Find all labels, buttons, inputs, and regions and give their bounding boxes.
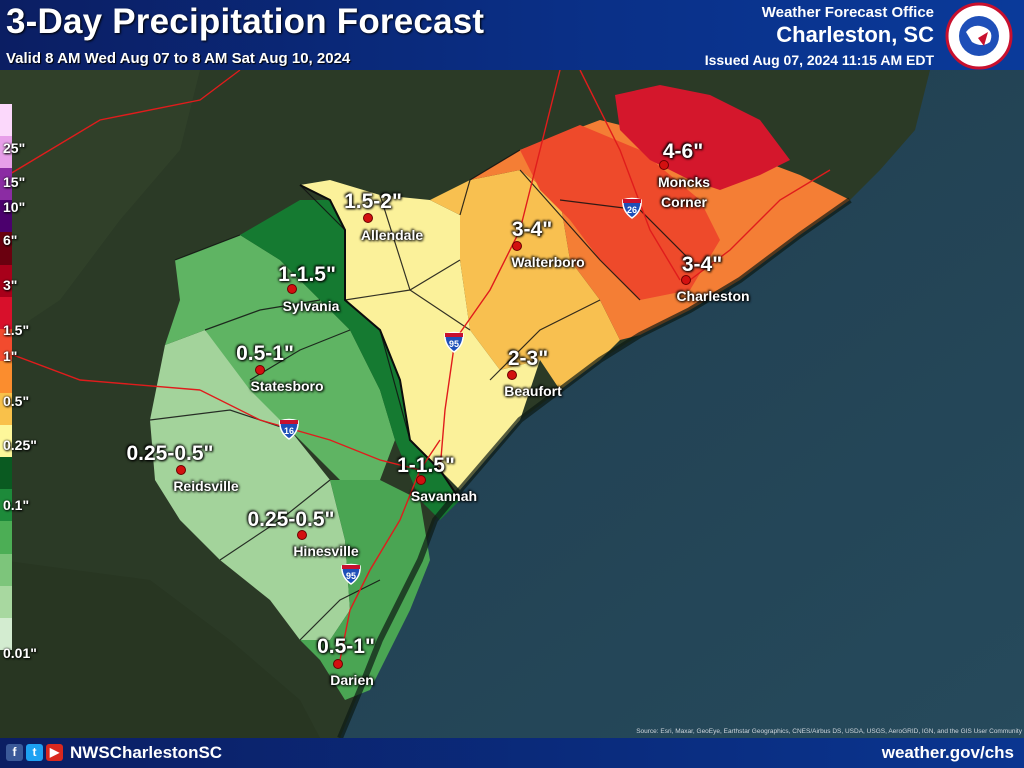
city-name: Savannah [410, 488, 478, 504]
city-name: Statesboro [250, 378, 324, 394]
website-link[interactable]: weather.gov/chs [881, 743, 1014, 762]
city-marker [681, 275, 691, 285]
map-source: Source: Esri, Maxar, GeoEye, Earthstar G… [636, 728, 1022, 735]
legend-swatch [0, 264, 12, 297]
legend-swatch [0, 360, 12, 393]
precip-zone-4-6 [615, 85, 790, 190]
rainfall-amount: 0.5-1" [317, 635, 375, 658]
header-banner: 3-Day Precipitation Forecast Valid 8 AM … [0, 0, 1024, 70]
legend-swatch [0, 392, 12, 426]
footer-banner: f t ▶ NWSCharlestonSC weather.gov/chs [0, 738, 1024, 768]
city-name: Beaufort [504, 383, 562, 399]
legend-swatch [0, 617, 12, 650]
legend-swatch [0, 521, 12, 554]
highways [0, 69, 831, 661]
precip-zone-1-1.5 [240, 200, 460, 520]
rainfall-amount: 2-3" [507, 347, 549, 370]
city-name: Hinesville [293, 543, 359, 559]
rainfall-amount: 1-1.5" [278, 263, 336, 286]
rainfall-amount: 0.25-0.5" [126, 442, 214, 465]
precip-zone-0.5-1 [165, 235, 395, 480]
legend-swatch [0, 425, 12, 458]
office-city: Charleston, SC [776, 22, 934, 47]
city-marker [255, 365, 265, 375]
city-marker [176, 465, 186, 475]
precip-zone-0.5-1-south [300, 480, 430, 700]
legend-swatch [0, 104, 12, 137]
city-marker [659, 160, 669, 170]
legend-swatch [0, 553, 12, 586]
precip-zone-1.5-2 [300, 180, 540, 490]
city-marker [333, 659, 343, 669]
legend-swatch [0, 136, 12, 169]
map-title: 3-Day Precipitation Forecast [6, 2, 485, 41]
interstate-number: 95 [346, 571, 356, 581]
interstate-shield-icon: 95 [341, 563, 361, 585]
coastline [337, 197, 852, 740]
legend-tick-label: 6" [3, 232, 18, 248]
rainfall-amount: 3-4" [681, 253, 723, 276]
legend-swatch [0, 200, 12, 233]
legend-tick-label: 15" [3, 174, 26, 190]
precip-zone-0.25-0.5 [150, 330, 350, 640]
legend-tick-label: 25" [3, 140, 26, 156]
facebook-icon[interactable]: f [6, 744, 23, 761]
rainfall-amount: 0.25-0.5" [247, 508, 335, 531]
city-marker [297, 530, 307, 540]
legend-tick-label: 0.25" [3, 437, 37, 453]
city-name: Walterboro [511, 254, 585, 270]
interstate-number: 95 [449, 339, 459, 349]
rainfall-amount: 1.5-2" [344, 190, 402, 213]
social-handle[interactable]: NWSCharlestonSC [70, 743, 223, 762]
color-legend [0, 104, 12, 650]
office-label: Weather Forecast Office [761, 4, 934, 21]
legend-tick-label: 0.01" [3, 645, 37, 661]
city-name: Darien [330, 672, 374, 688]
interstate-number: 26 [627, 205, 637, 215]
legend-swatch [0, 296, 12, 329]
nws-logo-icon [945, 2, 1013, 70]
twitter-icon[interactable]: t [26, 744, 43, 761]
legend-swatch [0, 232, 12, 265]
legend-tick-label: 1" [3, 348, 18, 364]
interstate-shield-icon: 16 [279, 418, 299, 440]
rainfall-amount: 4-6" [662, 140, 704, 163]
city-marker [507, 370, 517, 380]
youtube-icon[interactable]: ▶ [46, 744, 63, 761]
legend-tick-label: 3" [3, 277, 18, 293]
city-name: Reidsville [173, 478, 239, 494]
legend-swatch [0, 585, 12, 618]
legend-swatch [0, 328, 12, 361]
legend-swatch [0, 489, 12, 522]
rainfall-amount: 1-1.5" [397, 454, 455, 477]
legend-swatch [0, 457, 12, 490]
city-name: Moncks Corner [657, 174, 711, 210]
legend-tick-label: 0.5" [3, 393, 30, 409]
interstate-shield-icon: 26 [622, 197, 642, 219]
state-boundary [299, 184, 461, 501]
legend-tick-label: 10" [3, 199, 26, 215]
land-texture [0, 70, 200, 340]
interstate-shield-icon: 95 [444, 331, 464, 353]
legend-swatch [0, 168, 12, 201]
social-icons: f t ▶ [6, 744, 63, 761]
interstate-number: 16 [284, 426, 294, 436]
issued-time: Issued Aug 07, 2024 11:15 AM EDT [704, 52, 934, 68]
rainfall-amount: 0.5-1" [236, 342, 294, 365]
legend-tick-label: 1.5" [3, 322, 30, 338]
city-name: Charleston [676, 288, 750, 304]
city-marker [512, 241, 522, 251]
city-name: Sylvania [282, 298, 340, 314]
land-texture [0, 560, 320, 738]
legend-tick-label: 0.1" [3, 497, 30, 513]
valid-period: Valid 8 AM Wed Aug 07 to 8 AM Sat Aug 10… [6, 50, 351, 67]
city-marker [363, 213, 373, 223]
rainfall-amount: 3-4" [511, 218, 553, 241]
city-marker [416, 475, 426, 485]
city-name: Allendale [360, 227, 424, 243]
precip-zone-3-4-core [520, 125, 720, 300]
city-marker [287, 284, 297, 294]
precip-zone-2-3 [430, 170, 620, 390]
